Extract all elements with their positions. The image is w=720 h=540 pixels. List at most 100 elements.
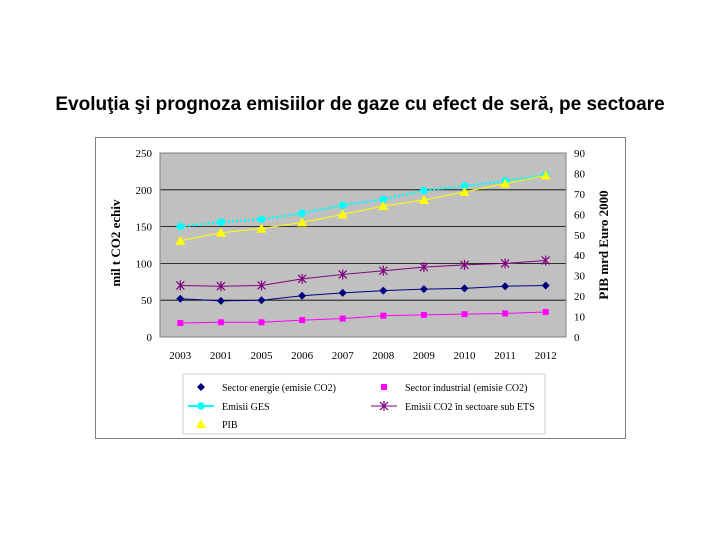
data-point	[297, 217, 308, 227]
data-point	[460, 259, 469, 270]
data-point	[177, 320, 184, 327]
x-tick-label: 2010	[454, 350, 477, 362]
series-line	[180, 284, 546, 302]
data-point	[338, 288, 347, 297]
data-point	[500, 258, 510, 269]
y2-tick-label: 60	[574, 209, 586, 221]
data-point	[175, 235, 186, 245]
data-point	[419, 285, 428, 294]
data-point	[379, 286, 388, 295]
data-point	[298, 291, 307, 300]
x-tick-label: 2007	[332, 350, 355, 362]
y-axis-title: mil t CO2 echiv	[108, 199, 123, 287]
data-point	[380, 312, 387, 319]
x-tick-label: 2003	[169, 350, 192, 362]
data-point	[298, 209, 306, 218]
data-point	[197, 383, 205, 391]
legend-item: Emisii GES	[188, 402, 270, 413]
data-point	[381, 384, 387, 390]
y-tick-label: 0	[147, 332, 153, 344]
legend-item: Sector energie (emisie CO2)	[197, 383, 336, 394]
data-point	[258, 319, 265, 326]
legend-box	[182, 373, 546, 435]
series-markers-group	[176, 281, 550, 305]
y2-tick-label: 80	[574, 168, 586, 180]
data-point	[500, 178, 511, 188]
data-point	[460, 182, 469, 190]
legend-item: Sector industrial (emisie CO2)	[381, 383, 527, 394]
y2-tick-label: 30	[574, 271, 586, 283]
data-point	[418, 195, 429, 205]
series-markers-group	[177, 308, 549, 327]
data-point	[176, 294, 185, 303]
data-point	[378, 265, 388, 276]
y2-tick-label: 70	[574, 189, 586, 201]
y2-tick-label: 50	[574, 230, 586, 242]
data-point	[337, 209, 348, 219]
y2-tick-label: 0	[574, 332, 580, 344]
data-point	[196, 419, 206, 428]
data-point	[257, 215, 266, 224]
data-point	[460, 284, 469, 293]
data-point	[176, 222, 185, 231]
data-point	[541, 255, 551, 266]
data-point	[419, 262, 429, 273]
data-point	[420, 311, 427, 318]
series-line	[180, 311, 546, 324]
y-tick-label: 50	[141, 295, 153, 307]
data-point	[379, 195, 388, 204]
data-point	[197, 402, 205, 410]
data-point	[217, 319, 224, 326]
series-line	[180, 174, 546, 242]
y-tick-label: 250	[136, 148, 153, 160]
data-point	[175, 280, 185, 291]
y-tick-label: 200	[136, 185, 153, 197]
slide-title: Evoluţia şi prognoza emisiilor de gaze c…	[55, 94, 665, 115]
data-point	[541, 281, 550, 290]
legend-label: Emisii CO2 în sectoare sub ETS	[405, 402, 535, 413]
series-line	[180, 173, 546, 228]
data-point	[501, 282, 510, 291]
x-tick-label: 2006	[291, 350, 314, 362]
y2-tick-label: 10	[574, 312, 586, 324]
data-point	[502, 310, 509, 317]
data-point	[339, 315, 346, 322]
legend-label: Sector energie (emisie CO2)	[222, 383, 336, 394]
legend-item: Emisii CO2 în sectoare sub ETS	[371, 401, 535, 413]
x-tick-label: 2012	[535, 350, 557, 362]
series-markers-group	[175, 255, 551, 292]
data-point	[540, 170, 551, 180]
data-point	[217, 218, 225, 226]
data-point	[461, 311, 468, 318]
series-line	[180, 259, 546, 287]
data-point	[338, 269, 348, 280]
y2-tick-label: 90	[574, 148, 586, 160]
y-tick-label: 100	[136, 258, 153, 270]
data-point	[257, 296, 266, 305]
x-tick-label: 2008	[372, 350, 395, 362]
x-tick-label: 2001	[210, 350, 232, 362]
y2-axis-title: PIB mrd Euro 2000	[596, 190, 611, 299]
x-tick-label: 2005	[251, 350, 274, 362]
legend-label: PIB	[222, 420, 238, 431]
data-point	[379, 401, 389, 411]
plot-border	[159, 152, 567, 338]
data-point	[459, 186, 470, 196]
series-markers-group	[176, 171, 550, 231]
data-point	[420, 186, 428, 195]
legend-label: Sector industrial (emisie CO2)	[405, 383, 527, 394]
y2-tick-label: 40	[574, 250, 586, 262]
chart-frame: 0 50 100 150 200 250 0 10 20 30 40 50 60 70 80 90 2003…	[95, 137, 626, 439]
data-point	[215, 227, 226, 237]
data-point	[216, 296, 225, 305]
series-markers-group	[175, 170, 551, 245]
data-point	[542, 308, 549, 315]
data-point	[299, 317, 306, 324]
legend-item: PIB	[196, 419, 238, 431]
data-point	[338, 201, 347, 210]
data-point	[378, 201, 389, 211]
y-tick-label: 150	[136, 222, 153, 234]
chart-svg: 0 50 100 150 200 250 0 10 20 30 40 50 60 70 80 90 2003…	[108, 148, 611, 435]
data-point	[257, 280, 266, 291]
plot-area	[160, 153, 566, 337]
